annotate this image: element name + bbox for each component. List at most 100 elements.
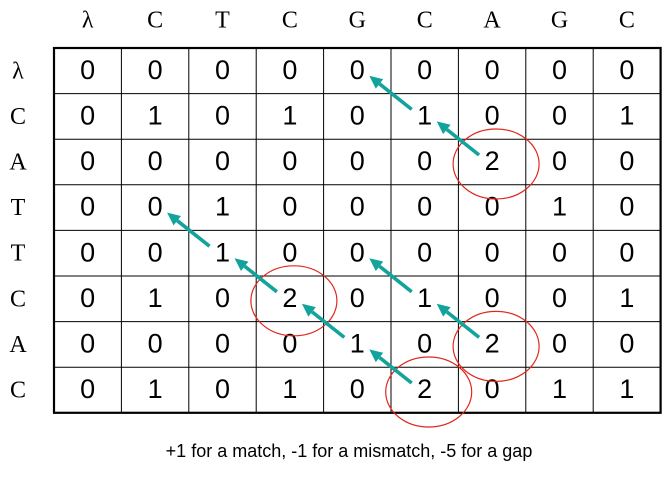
score-cell: 0: [485, 55, 500, 85]
score-cell: 0: [552, 55, 567, 85]
score-cell: 0: [282, 146, 297, 176]
score-cell: 1: [148, 101, 163, 131]
traceback-arrow: [234, 258, 279, 294]
highlight-circle: [385, 356, 473, 428]
row-header: C: [10, 104, 26, 130]
score-cell: 0: [619, 55, 634, 85]
traceback-arrows: [167, 75, 481, 385]
score-cell: 0: [148, 237, 163, 267]
traceback-arrow: [369, 349, 413, 385]
score-cell: 0: [80, 55, 95, 85]
score-cell: 1: [350, 329, 365, 359]
score-cell: 0: [485, 237, 500, 267]
score-cell: 0: [148, 55, 163, 85]
score-cell: 0: [148, 192, 163, 222]
score-cell: 2: [417, 374, 432, 404]
score-cell: 1: [148, 283, 163, 313]
column-header: G: [551, 8, 568, 34]
column-header: T: [215, 8, 230, 34]
traceback-arrow: [436, 303, 481, 339]
column-header: C: [147, 8, 163, 34]
score-cell: 0: [619, 146, 634, 176]
score-cell: 0: [80, 329, 95, 359]
row-header: A: [9, 332, 27, 358]
score-cell: 0: [350, 101, 365, 131]
score-cell: 0: [619, 329, 634, 359]
score-cell: 0: [80, 146, 95, 176]
score-cell: 0: [417, 329, 432, 359]
score-cell: 1: [552, 374, 567, 404]
score-cell: 0: [552, 101, 567, 131]
score-cell: 0: [80, 192, 95, 222]
score-cell: 0: [552, 146, 567, 176]
score-cell: 1: [619, 101, 634, 131]
score-cell: 1: [619, 374, 634, 404]
score-cell: 0: [552, 283, 567, 313]
traceback-arrow: [167, 212, 211, 248]
score-cell: 1: [552, 192, 567, 222]
score-cell: 2: [485, 146, 500, 176]
column-header: C: [619, 8, 635, 34]
score-cell: 0: [350, 283, 365, 313]
score-cell: 0: [282, 237, 297, 267]
score-cell: 0: [485, 283, 500, 313]
score-cell: 0: [80, 374, 95, 404]
score-cell: 2: [485, 329, 500, 359]
highlight-circles: [250, 128, 540, 428]
score-cell: 1: [619, 283, 634, 313]
score-cell: 0: [215, 374, 230, 404]
highlight-circle: [452, 128, 540, 200]
score-cell: 0: [80, 237, 95, 267]
row-header: C: [10, 378, 26, 404]
column-header: λ: [82, 8, 94, 34]
score-cell: 0: [552, 329, 567, 359]
score-cell: 1: [417, 283, 432, 313]
score-cell: 1: [215, 237, 230, 267]
traceback-arrow: [436, 121, 481, 157]
score-cell: 0: [215, 329, 230, 359]
score-matrix: [52, 46, 662, 414]
score-cell: 0: [485, 374, 500, 404]
column-header: C: [282, 8, 298, 34]
score-cell: 0: [282, 192, 297, 222]
score-cell: 2: [282, 283, 297, 313]
highlight-circle: [452, 310, 540, 382]
score-cell: 0: [619, 192, 634, 222]
column-header: G: [349, 8, 366, 34]
score-cell: 0: [215, 283, 230, 313]
score-cell: 0: [552, 237, 567, 267]
score-cell: 1: [282, 101, 297, 131]
score-cell: 0: [148, 146, 163, 176]
row-header: C: [10, 286, 26, 312]
score-cell: 0: [417, 237, 432, 267]
score-cell: 0: [148, 329, 163, 359]
score-cell: 0: [350, 146, 365, 176]
score-cell: 1: [215, 192, 230, 222]
score-cell: 0: [80, 101, 95, 131]
score-cell: 0: [215, 146, 230, 176]
row-header: T: [11, 195, 26, 221]
score-cell: 0: [350, 237, 365, 267]
score-cell: 0: [350, 55, 365, 85]
score-cell: 0: [350, 374, 365, 404]
score-cell: 0: [485, 101, 500, 131]
row-header: λ: [12, 58, 24, 84]
score-cell: 0: [485, 192, 500, 222]
row-header: A: [9, 150, 27, 176]
traceback-arrow: [369, 258, 413, 294]
score-cell: 0: [282, 329, 297, 359]
traceback-arrow: [301, 303, 346, 339]
traceback-arrow: [369, 75, 413, 111]
column-header: C: [417, 8, 433, 34]
highlight-circle: [250, 265, 338, 337]
score-cell: 0: [215, 101, 230, 131]
score-cell: 0: [417, 55, 432, 85]
column-header: A: [483, 8, 501, 34]
score-cell: 0: [350, 192, 365, 222]
score-cell: 1: [148, 374, 163, 404]
score-cell: 0: [282, 55, 297, 85]
score-cell: 0: [619, 237, 634, 267]
score-cell: 1: [417, 101, 432, 131]
